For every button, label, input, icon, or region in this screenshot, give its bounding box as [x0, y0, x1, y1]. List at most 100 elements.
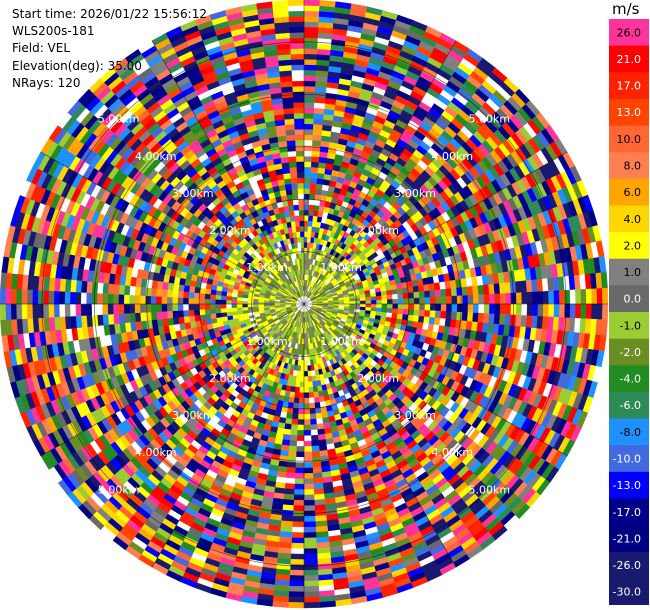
- velocity-gate: [312, 123, 324, 131]
- velocity-gate: [225, 299, 232, 305]
- velocity-gate: [303, 236, 308, 243]
- velocity-gate: [303, 381, 309, 388]
- velocity-gate: [53, 303, 60, 318]
- velocity-gate: [107, 313, 115, 325]
- velocity-gate: [290, 548, 305, 555]
- velocity-gate: [198, 303, 205, 310]
- velocity-gate: [284, 477, 296, 485]
- velocity-gate: [303, 435, 312, 442]
- velocity-gate: [303, 505, 316, 512]
- velocity-gate: [293, 392, 300, 399]
- velocity-gate: [312, 461, 322, 469]
- velocity-gate: [596, 303, 603, 320]
- velocity-gate: [413, 303, 420, 311]
- velocity-gate: [313, 113, 325, 120]
- velocity-gate: [303, 118, 314, 125]
- velocity-gate: [177, 297, 184, 305]
- velocity-gate: [282, 504, 294, 512]
- velocity-gate: [505, 292, 512, 305]
- velocity-gate: [289, 569, 305, 576]
- velocity-gate: [365, 303, 372, 308]
- velocity-gate: [430, 303, 436, 312]
- velocity-gate: [559, 303, 566, 318]
- velocity-gate: [303, 15, 320, 23]
- velocity-gate: [290, 553, 305, 560]
- velocity-gate: [128, 294, 135, 305]
- velocity-gate: [296, 435, 305, 442]
- velocity-gate: [532, 303, 539, 317]
- velocity-gate: [381, 303, 388, 309]
- velocity-gate: [96, 292, 103, 305]
- velocity-gate: [294, 467, 305, 474]
- velocity-gate: [311, 156, 320, 163]
- velocity-gate: [294, 473, 305, 480]
- velocity-gate: [303, 102, 315, 109]
- velocity-gate: [303, 177, 311, 184]
- velocity-gate: [297, 419, 305, 426]
- velocity-gate: [284, 483, 295, 490]
- velocity-gate: [417, 315, 425, 324]
- velocity-gate: [303, 569, 319, 576]
- velocity-gate: [462, 295, 469, 305]
- velocity-gate: [209, 308, 216, 315]
- velocity-gate: [156, 311, 163, 320]
- velocity-gate: [293, 489, 305, 496]
- velocity-gate: [412, 315, 420, 323]
- velocity-gate: [488, 283, 495, 295]
- velocity-gate: [303, 548, 318, 555]
- velocity-gate: [303, 69, 317, 76]
- velocity-gate: [303, 220, 309, 227]
- velocity-gate: [306, 349, 310, 356]
- velocity-gate: [548, 303, 555, 318]
- velocity-gate: [145, 295, 152, 305]
- velocity-gate: [303, 575, 319, 582]
- velocity-gate: [298, 403, 305, 410]
- velocity-gate: [365, 300, 372, 305]
- velocity-gate: [532, 291, 539, 305]
- velocity-gate: [293, 494, 305, 501]
- velocity-gate: [516, 292, 523, 305]
- velocity-gate: [308, 209, 315, 216]
- velocity-gate: [293, 397, 300, 404]
- velocity-gate: [284, 417, 293, 425]
- velocity-gate: [287, 456, 297, 463]
- velocity-gate: [456, 303, 463, 313]
- velocity-gate: [303, 172, 312, 178]
- velocity-gate: [118, 294, 125, 305]
- velocity-gate: [370, 296, 377, 301]
- velocity-gate: [311, 445, 320, 452]
- velocity-gate: [596, 288, 603, 305]
- velocity-gate: [403, 298, 410, 305]
- velocity-gate: [310, 177, 318, 184]
- velocity-gate: [303, 75, 317, 82]
- velocity-gate: [272, 600, 289, 608]
- velocity-gate: [408, 298, 415, 305]
- velocity-gate: [477, 284, 485, 296]
- velocity-gate: [553, 290, 560, 305]
- velocity-gate: [198, 298, 205, 305]
- velocity-gate: [319, 0, 336, 8]
- velocity-gate: [303, 225, 309, 232]
- velocity-gate: [303, 85, 316, 92]
- velocity-gate: [128, 303, 135, 314]
- velocity-gate: [403, 303, 410, 310]
- velocity-gate: [467, 303, 474, 314]
- velocity-gate: [303, 123, 314, 130]
- velocity-gate: [209, 303, 216, 310]
- velocity-gate: [445, 311, 452, 320]
- velocity-gate: [303, 112, 315, 119]
- velocity-gate: [291, 413, 299, 420]
- velocity-gate: [542, 303, 550, 318]
- velocity-gate: [288, 585, 305, 593]
- velocity-gate: [182, 303, 189, 311]
- velocity-gate: [294, 386, 300, 393]
- velocity-gate: [161, 303, 168, 312]
- velocity-gate: [293, 499, 305, 506]
- velocity-gate: [102, 303, 109, 315]
- velocity-gate: [600, 319, 608, 336]
- velocity-gate: [161, 296, 168, 305]
- velocity-gate: [489, 293, 496, 305]
- velocity-gate: [392, 308, 399, 315]
- velocity-gate: [424, 310, 431, 318]
